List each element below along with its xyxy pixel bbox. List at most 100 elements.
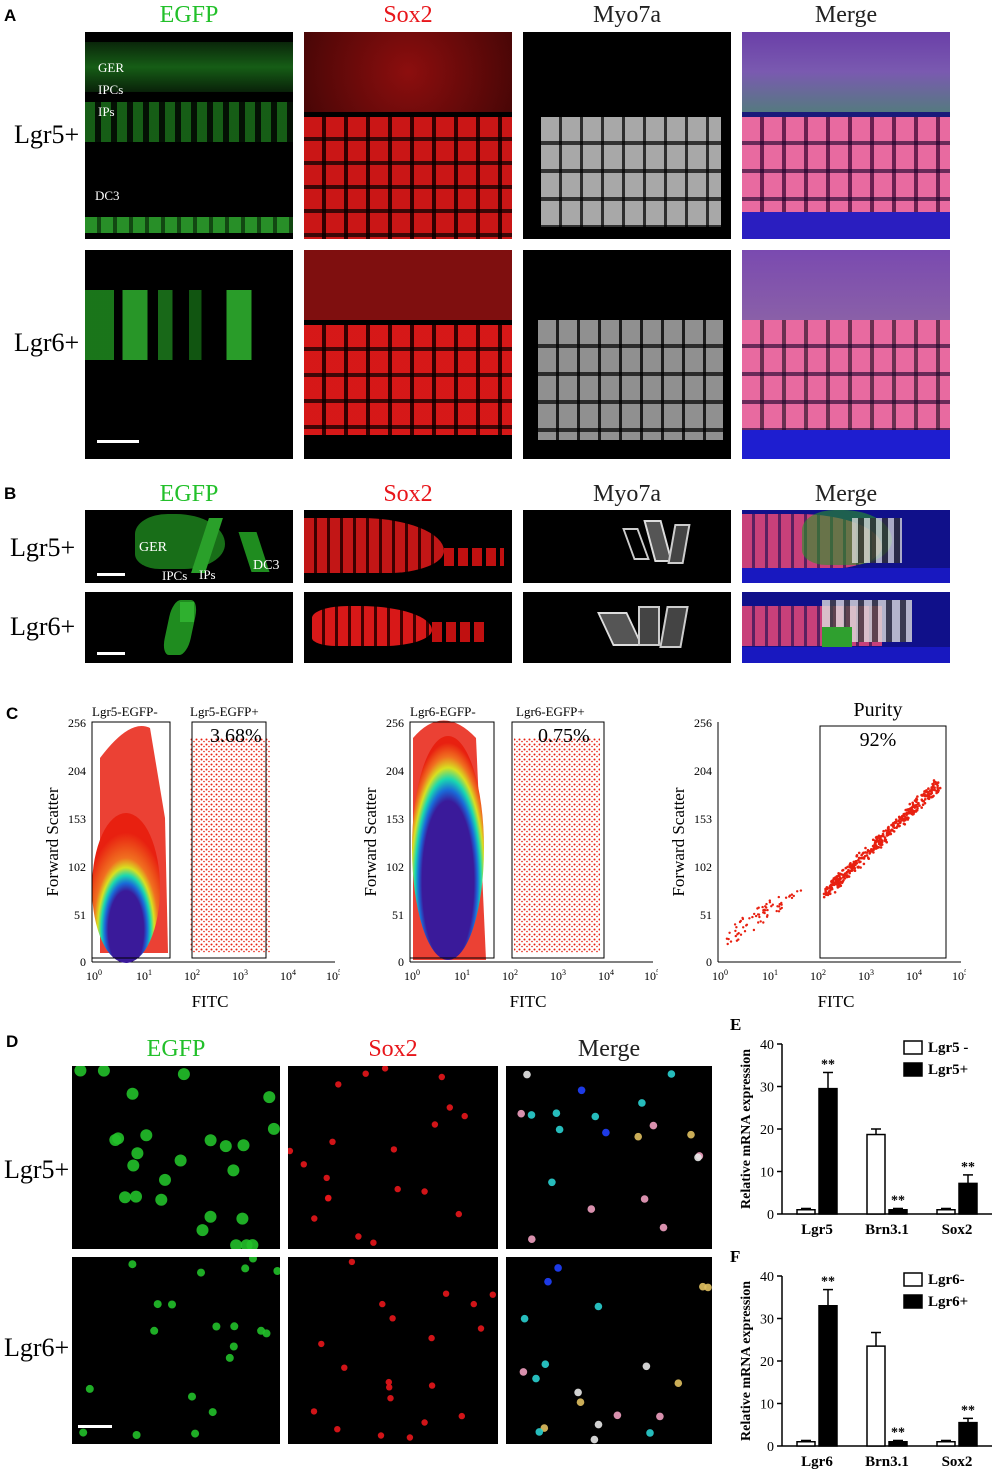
image-d-lgr5-sox2 xyxy=(288,1066,498,1249)
label-ips: IPs xyxy=(199,567,216,582)
significance-marker: ** xyxy=(961,1403,975,1418)
ytick-label: 40 xyxy=(760,1270,774,1285)
image-d-lgr5-merge xyxy=(506,1066,712,1249)
flow-plot-lgr6: Lgr6-EGFP- Lgr6-EGFP+ 0.75% 0 51 102 153… xyxy=(361,704,658,1011)
bar-chart-f: F 0 10 20 30 40 Relative mRNA expression Lgr6 **… xyxy=(730,1247,992,1470)
xtick: 103 xyxy=(550,968,566,983)
xtick: 100 xyxy=(404,968,420,983)
label-ipcs: IPCs xyxy=(162,568,188,583)
category-label: Sox2 xyxy=(942,1222,973,1238)
y-axis-label: Forward Scatter xyxy=(669,787,688,896)
ytick: 102 xyxy=(694,860,712,874)
gate-label-lgr6-pos: Lgr6-EGFP+ xyxy=(516,704,585,719)
ytick: 256 xyxy=(68,716,86,730)
xtick: 101 xyxy=(762,968,778,983)
row-label-lgr5: Lgr5+ xyxy=(10,533,76,562)
image-b-lgr6-egfp xyxy=(85,592,293,663)
gate-label-lgr5-neg: Lgr5-EGFP- xyxy=(92,704,158,719)
col-header-merge: Merge xyxy=(577,1036,641,1062)
xtick: 105 xyxy=(644,968,658,983)
category-label: Lgr6 xyxy=(801,1454,833,1470)
row-label-lgr6: Lgr6+ xyxy=(4,1333,70,1362)
ytick: 102 xyxy=(386,860,404,874)
ytick-label: 10 xyxy=(760,1398,774,1413)
xtick: 104 xyxy=(280,968,296,983)
ytick: 204 xyxy=(68,764,86,778)
xtick: 102 xyxy=(184,968,200,983)
label-ips: IPs xyxy=(98,104,115,119)
xtick: 102 xyxy=(502,968,518,983)
image-b-lgr6-myo7a xyxy=(523,592,731,663)
gate-label-lgr5-pos: Lgr5-EGFP+ xyxy=(190,704,259,719)
xtick: 101 xyxy=(136,968,152,983)
ytick: 0 xyxy=(80,955,86,969)
legend-swatch xyxy=(903,1062,923,1077)
image-b-lgr5-myo7a xyxy=(523,510,731,583)
ytick-label: 20 xyxy=(760,1355,774,1370)
ytick: 0 xyxy=(706,955,712,969)
bar xyxy=(888,1209,908,1215)
xtick: 104 xyxy=(598,968,614,983)
row-label-lgr6: Lgr6+ xyxy=(10,612,76,641)
row-label-lgr5: Lgr5+ xyxy=(4,1155,70,1184)
image-a-lgr6-merge xyxy=(742,250,950,459)
ytick-label: 40 xyxy=(760,1038,774,1053)
col-header-myo7a: Myo7a xyxy=(593,481,661,507)
image-a-lgr6-egfp xyxy=(85,250,293,459)
ytick-label: 10 xyxy=(760,1166,774,1181)
image-d-lgr6-merge xyxy=(506,1257,712,1444)
xtick: 103 xyxy=(232,968,248,983)
scale-bar xyxy=(97,440,139,443)
col-header-egfp: EGFP xyxy=(146,1036,206,1062)
significance-marker: ** xyxy=(891,1425,905,1440)
x-axis-label: FITC xyxy=(510,992,547,1011)
bar xyxy=(818,1087,838,1215)
image-a-lgr6-sox2 xyxy=(304,250,512,459)
image-d-lgr5-egfp xyxy=(72,1066,280,1249)
col-header-sox2: Sox2 xyxy=(383,481,433,507)
image-d-lgr6-egfp xyxy=(72,1257,280,1444)
bar xyxy=(888,1441,908,1447)
ytick: 204 xyxy=(694,764,712,778)
percent-lgr6: 0.75% xyxy=(538,725,590,747)
row-label-lgr6: Lgr6+ xyxy=(14,328,80,357)
ytick: 256 xyxy=(694,716,712,730)
legend-swatch xyxy=(903,1272,923,1287)
panel-letter-a: A xyxy=(4,6,17,25)
image-d-lgr6-sox2 xyxy=(288,1257,498,1444)
image-a-lgr6-myo7a xyxy=(523,250,731,459)
y-axis-label: Relative mRNA expression xyxy=(739,1281,754,1441)
ytick: 51 xyxy=(700,908,712,922)
y-axis-label: Forward Scatter xyxy=(361,787,380,896)
xtick: 101 xyxy=(454,968,470,983)
bar-chart-e: E 0 10 20 30 40 Relative mRNA expression Lgr5 **… xyxy=(730,1015,992,1238)
scale-bar xyxy=(97,573,125,576)
y-axis-label: Relative mRNA expression xyxy=(739,1049,754,1209)
legend-label: Lgr6- xyxy=(928,1272,965,1288)
col-header-myo7a: Myo7a xyxy=(593,2,661,28)
image-b-lgr6-merge xyxy=(742,592,950,663)
xtick: 100 xyxy=(712,968,728,983)
xtick: 104 xyxy=(906,968,922,983)
bar xyxy=(936,1441,956,1447)
ytick-label: 0 xyxy=(767,1440,774,1455)
col-header-egfp: EGFP xyxy=(159,2,219,28)
legend-label: Lgr5+ xyxy=(928,1062,968,1078)
ytick: 153 xyxy=(386,812,404,826)
xtick: 100 xyxy=(86,968,102,983)
bar xyxy=(866,1133,886,1215)
x-axis-label: FITC xyxy=(192,992,229,1011)
x-axis-label: FITC xyxy=(818,992,855,1011)
image-a-lgr5-myo7a xyxy=(523,32,731,239)
ytick-label: 30 xyxy=(760,1081,774,1096)
flow-plot-purity: Purity 92% 0 51 102 153 204 256 100 101 … xyxy=(669,699,966,1011)
purity-title: Purity xyxy=(854,699,903,721)
panel-letter: F xyxy=(730,1247,740,1266)
label-ger: GER xyxy=(139,540,167,555)
category-label: Lgr5 xyxy=(801,1222,833,1238)
ytick-label: 20 xyxy=(760,1123,774,1138)
col-header-sox2: Sox2 xyxy=(383,2,433,28)
category-label: Brn3.1 xyxy=(865,1454,909,1470)
image-b-lgr5-sox2 xyxy=(304,510,512,583)
y-axis-label: Forward Scatter xyxy=(43,787,62,896)
